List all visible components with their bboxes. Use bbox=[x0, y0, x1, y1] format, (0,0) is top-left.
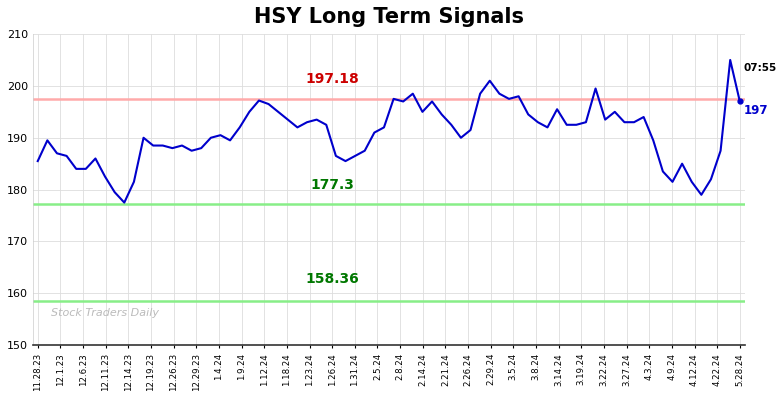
Text: Stock Traders Daily: Stock Traders Daily bbox=[51, 308, 158, 318]
Text: 197: 197 bbox=[744, 104, 768, 117]
Text: 07:55: 07:55 bbox=[744, 63, 777, 73]
Text: 197.18: 197.18 bbox=[306, 72, 360, 86]
Title: HSY Long Term Signals: HSY Long Term Signals bbox=[254, 7, 524, 27]
Text: 158.36: 158.36 bbox=[306, 271, 360, 285]
Text: 177.3: 177.3 bbox=[310, 178, 354, 192]
